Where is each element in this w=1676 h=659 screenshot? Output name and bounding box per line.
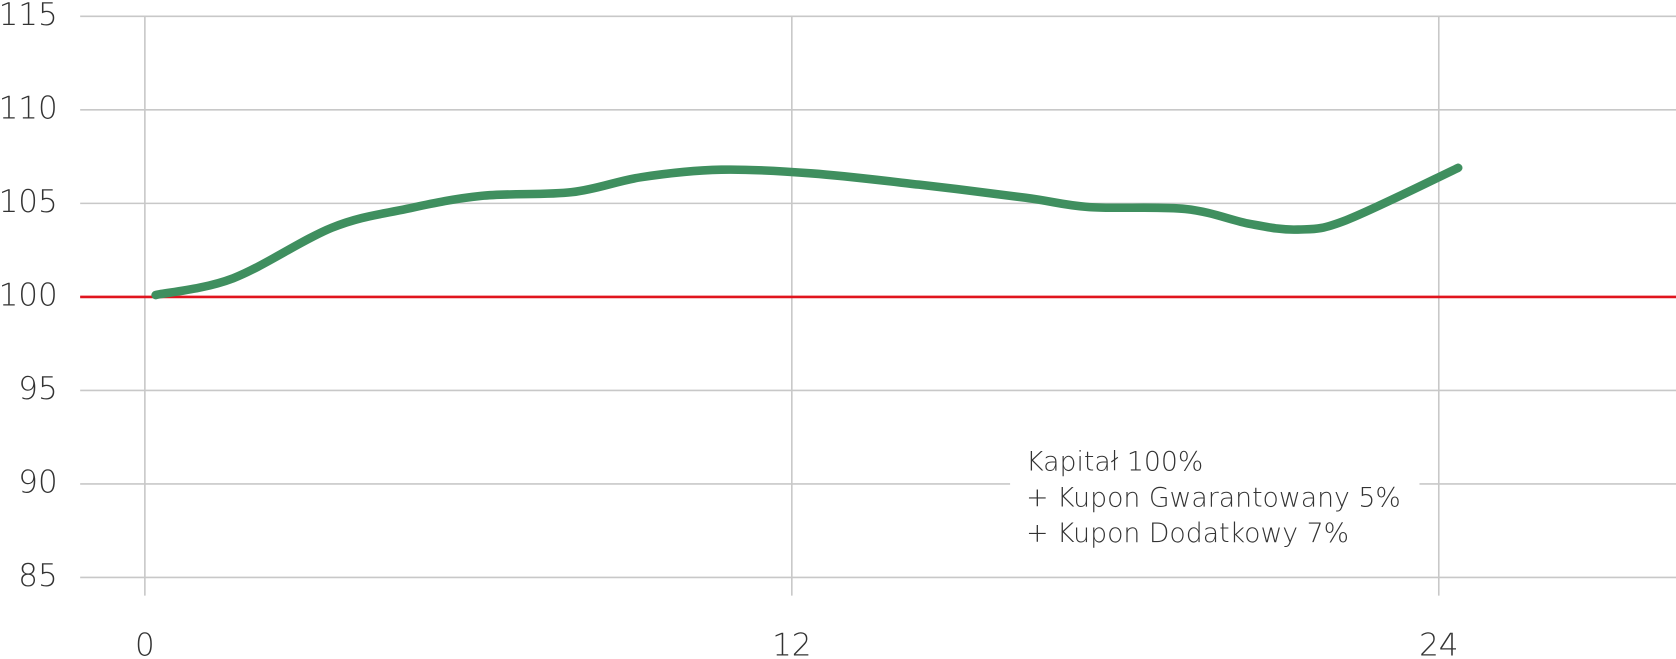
y-tick-label: 90 xyxy=(18,464,57,500)
x-tick-label: 24 xyxy=(1419,627,1458,659)
annotation-text: + Kupon Gwarantowany 5% xyxy=(1026,482,1401,513)
data-line xyxy=(151,163,1463,300)
annotation-text: + Kupon Dodatkowy 7% xyxy=(1026,518,1349,549)
y-tick-label: 85 xyxy=(18,558,57,594)
x-tick-label: 0 xyxy=(135,627,155,659)
y-tick-label: 95 xyxy=(18,371,57,407)
y-tick-label: 100 xyxy=(0,277,58,313)
y-tick-label: 110 xyxy=(0,90,58,126)
y-tick-label: 105 xyxy=(0,184,58,220)
annotation-text: Kapitał 100% xyxy=(1026,447,1203,478)
annotation-box xyxy=(1010,443,1420,557)
x-tick-label: 12 xyxy=(772,627,811,659)
y-tick-label: 115 xyxy=(0,0,58,33)
